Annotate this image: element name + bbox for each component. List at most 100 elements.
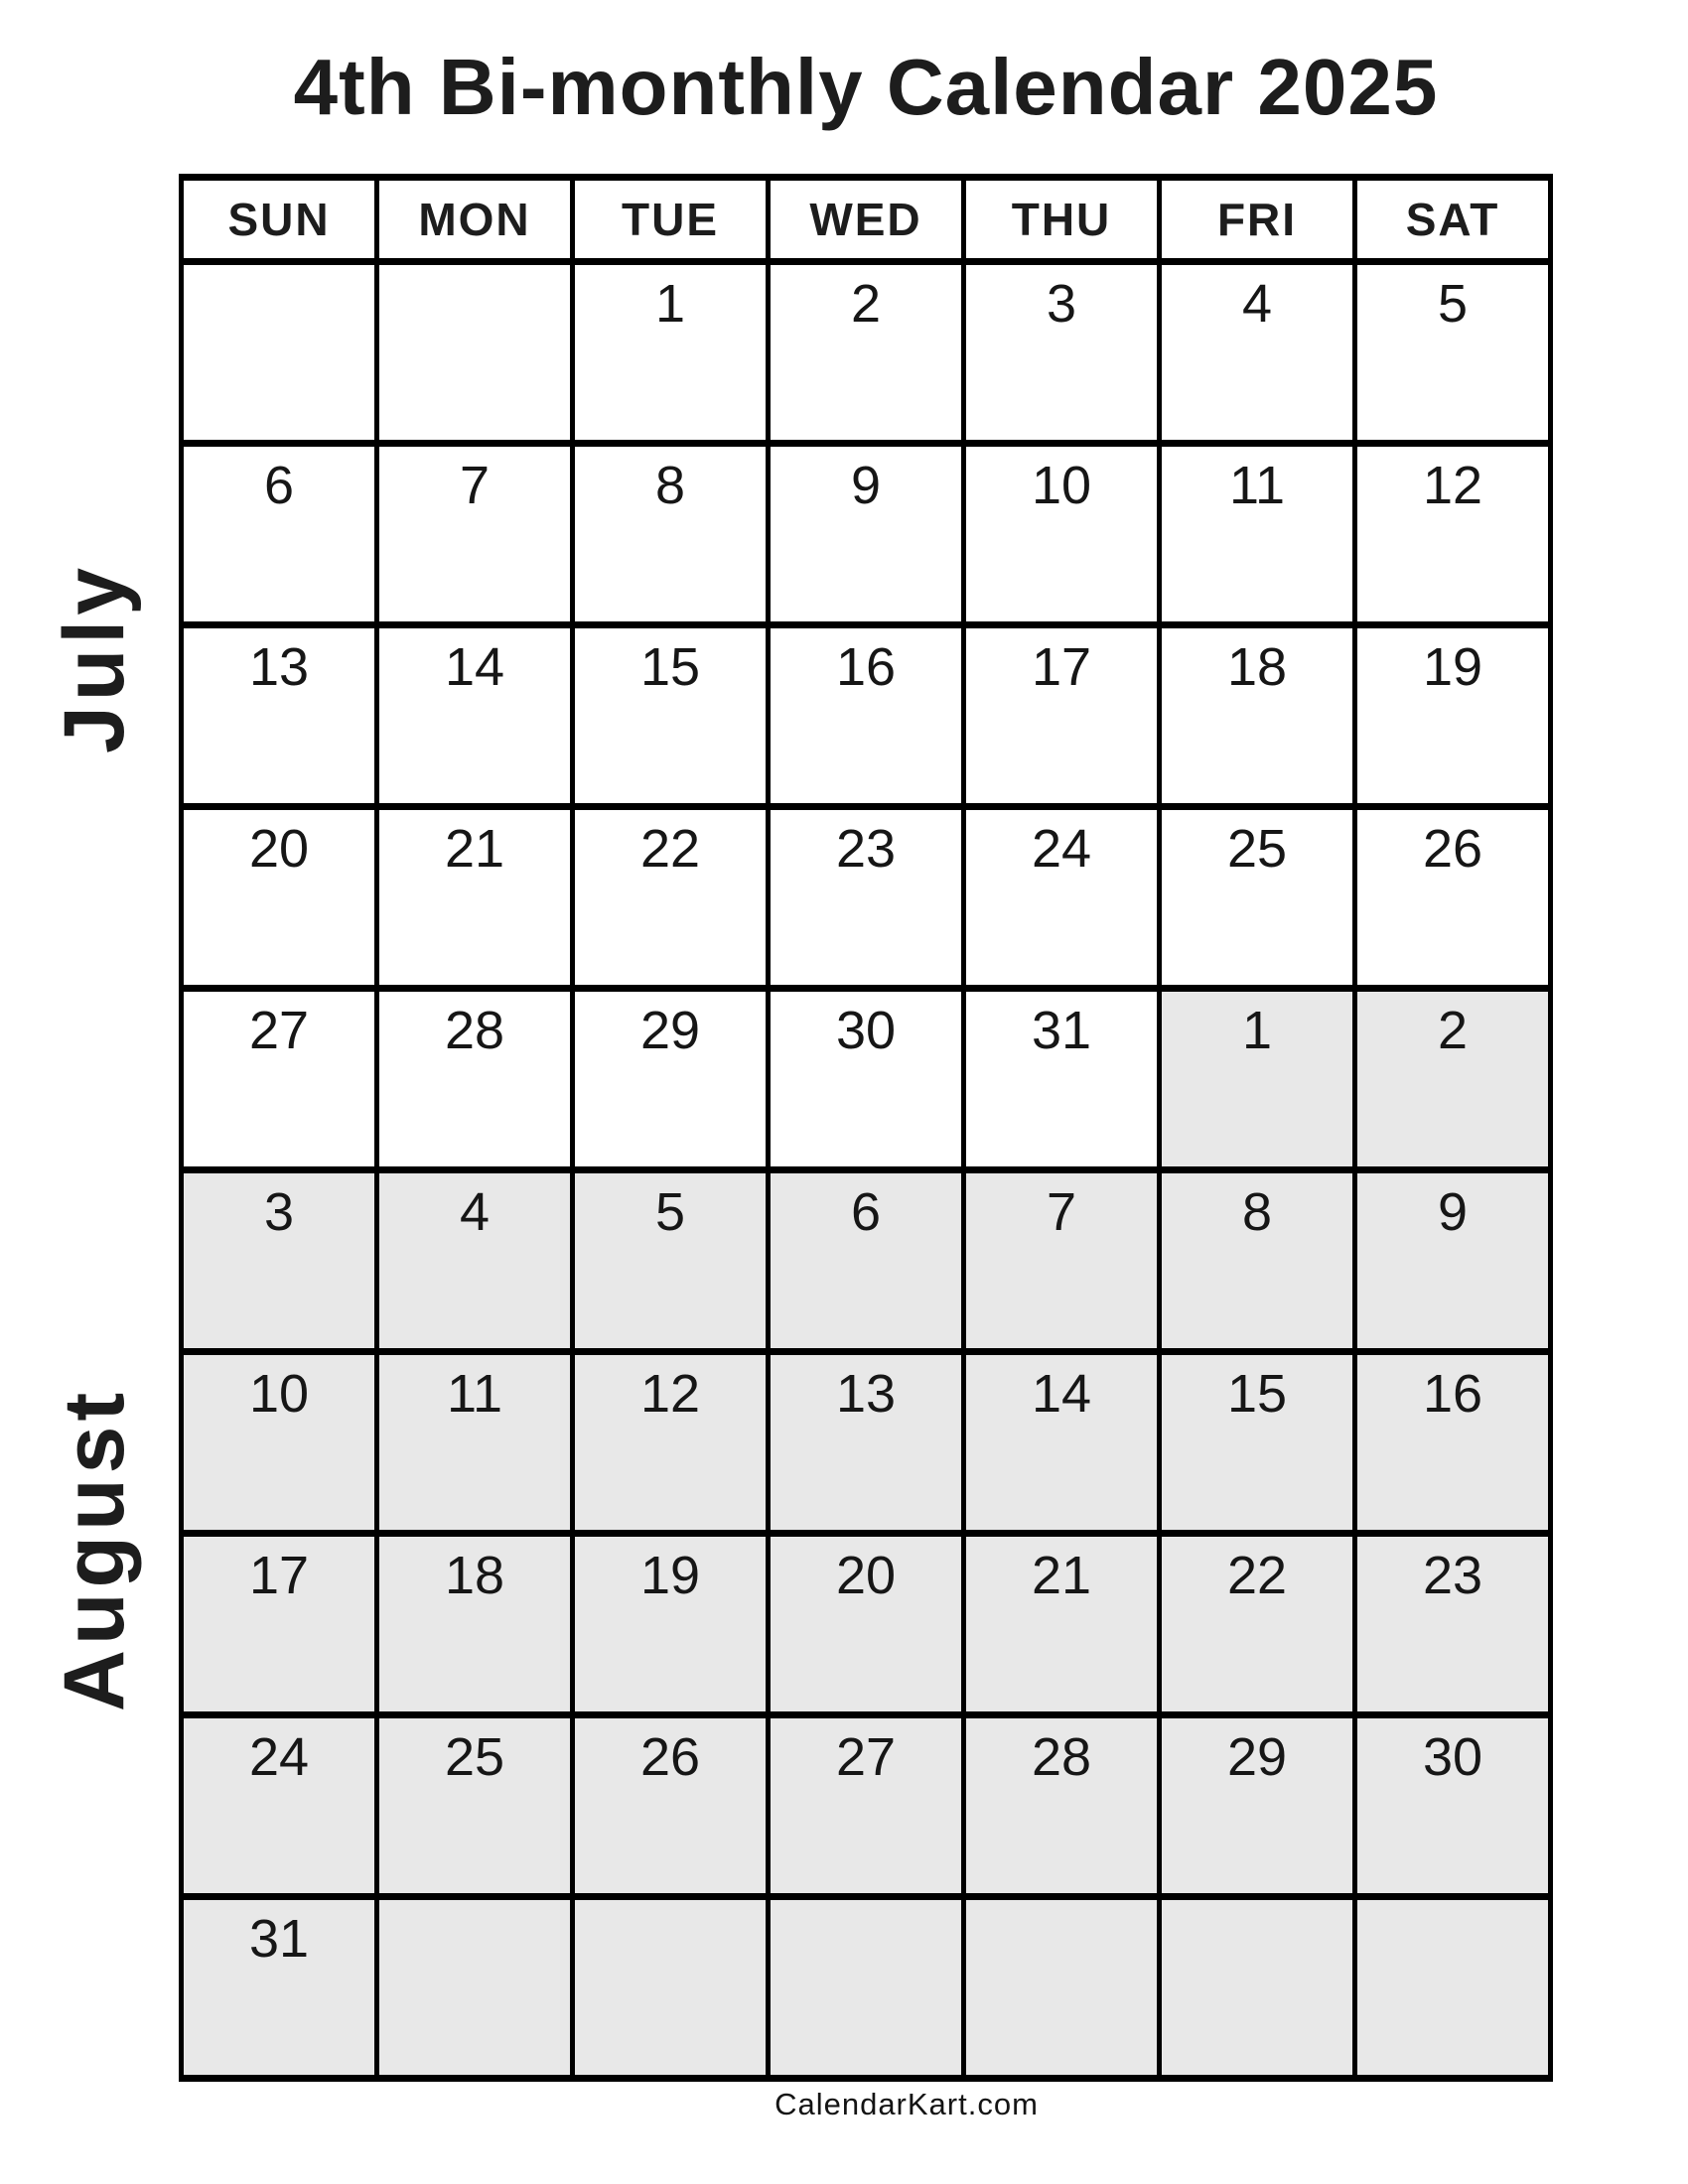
day-number: 31 [1031, 1001, 1092, 1060]
day-cell-r3-c4: 16 [771, 628, 966, 810]
day-cell-r5-c4: 30 [771, 992, 966, 1173]
day-number: 15 [639, 637, 701, 697]
day-cell-r8-c7: 23 [1357, 1537, 1553, 1718]
day-cell-r3-c1: 13 [184, 628, 379, 810]
day-cell-r4-c3: 22 [575, 810, 771, 992]
day-cell-r10-c6 [1162, 1900, 1357, 2082]
day-cell-r4-c2: 21 [379, 810, 575, 992]
day-number: 2 [1437, 1001, 1469, 1060]
weekday-header-sun: SUN [184, 181, 379, 265]
day-cell-r2-c4: 9 [771, 447, 966, 628]
day-cell-r7-c1: 10 [184, 1355, 379, 1537]
day-cell-r1-c7: 5 [1357, 265, 1553, 447]
day-number: 10 [1031, 456, 1092, 515]
day-number: 20 [248, 819, 310, 879]
day-cell-r7-c5: 14 [966, 1355, 1162, 1537]
day-number: 9 [1437, 1182, 1469, 1242]
day-number: 19 [1422, 637, 1483, 697]
day-cell-r7-c4: 13 [771, 1355, 966, 1537]
weekday-header-sat: SAT [1357, 181, 1553, 265]
day-cell-r2-c6: 11 [1162, 447, 1357, 628]
footer-brand: CalendarKart.com [774, 2087, 1039, 2121]
day-number: 26 [639, 1727, 701, 1787]
day-cell-r5-c2: 28 [379, 992, 575, 1173]
day-cell-r10-c1: 31 [184, 1900, 379, 2082]
day-cell-r8-c4: 20 [771, 1537, 966, 1718]
day-cell-r1-c1 [184, 265, 379, 447]
day-number: 22 [639, 819, 701, 879]
day-cell-r9-c1: 24 [184, 1718, 379, 1900]
day-number: 28 [444, 1001, 505, 1060]
day-cell-r5-c3: 29 [575, 992, 771, 1173]
day-cell-r5-c7: 2 [1357, 992, 1553, 1173]
day-cell-r10-c4 [771, 1900, 966, 2082]
weekday-header-mon: MON [379, 181, 575, 265]
calendar-grid: SUN MON TUE WED THU FRI SAT 1 2 3 4 5 6 7 8 9 10 11 12 13 14… [179, 174, 1553, 2082]
day-cell-r7-c3: 12 [575, 1355, 771, 1537]
day-number: 20 [835, 1546, 897, 1605]
day-cell-r7-c6: 15 [1162, 1355, 1357, 1537]
day-cell-r10-c2 [379, 1900, 575, 2082]
day-number: 7 [459, 456, 491, 515]
day-cell-r4-c1: 20 [184, 810, 379, 992]
day-cell-r1-c4: 2 [771, 265, 966, 447]
day-cell-r4-c4: 23 [771, 810, 966, 992]
day-number: 18 [444, 1546, 505, 1605]
day-number: 14 [1031, 1364, 1092, 1424]
day-cell-r1-c6: 4 [1162, 265, 1357, 447]
day-number: 8 [1241, 1182, 1273, 1242]
day-cell-r8-c5: 21 [966, 1537, 1162, 1718]
weekday-header-tue: TUE [575, 181, 771, 265]
day-number: 15 [1226, 1364, 1288, 1424]
day-cell-r9-c4: 27 [771, 1718, 966, 1900]
day-number: 10 [248, 1364, 310, 1424]
day-number: 23 [1422, 1546, 1483, 1605]
day-number: 13 [248, 637, 310, 697]
day-cell-r6-c1: 3 [184, 1173, 379, 1355]
day-number: 29 [1226, 1727, 1288, 1787]
day-cell-r6-c3: 5 [575, 1173, 771, 1355]
day-number: 23 [835, 819, 897, 879]
day-number: 1 [654, 274, 686, 334]
day-number: 13 [835, 1364, 897, 1424]
day-number: 25 [1226, 819, 1288, 879]
weekday-header-thu: THU [966, 181, 1162, 265]
day-cell-r6-c6: 8 [1162, 1173, 1357, 1355]
weekday-header-fri: FRI [1162, 181, 1357, 265]
day-cell-r4-c7: 26 [1357, 810, 1553, 992]
day-number: 30 [835, 1001, 897, 1060]
month-label-july: July [47, 562, 142, 754]
day-number: 19 [639, 1546, 701, 1605]
day-number: 26 [1422, 819, 1483, 879]
day-number: 17 [1031, 637, 1092, 697]
day-number: 28 [1031, 1727, 1092, 1787]
day-number: 4 [1241, 274, 1273, 334]
day-cell-r3-c7: 19 [1357, 628, 1553, 810]
day-number: 24 [1031, 819, 1092, 879]
day-number: 17 [248, 1546, 310, 1605]
day-cell-r3-c3: 15 [575, 628, 771, 810]
day-number: 29 [639, 1001, 701, 1060]
day-cell-r10-c3 [575, 1900, 771, 2082]
day-number: 3 [263, 1182, 295, 1242]
day-number: 11 [1228, 456, 1286, 515]
day-number: 21 [444, 819, 505, 879]
day-cell-r10-c7 [1357, 1900, 1553, 2082]
day-cell-r2-c1: 6 [184, 447, 379, 628]
day-cell-r8-c1: 17 [184, 1537, 379, 1718]
day-number: 6 [263, 456, 295, 515]
day-cell-r4-c5: 24 [966, 810, 1162, 992]
day-number: 6 [850, 1182, 882, 1242]
day-cell-r2-c2: 7 [379, 447, 575, 628]
day-cell-r4-c6: 25 [1162, 810, 1357, 992]
day-cell-r10-c5 [966, 1900, 1162, 2082]
day-number: 16 [1422, 1364, 1483, 1424]
day-cell-r9-c2: 25 [379, 1718, 575, 1900]
day-number: 4 [459, 1182, 491, 1242]
day-number: 25 [444, 1727, 505, 1787]
day-cell-r8-c2: 18 [379, 1537, 575, 1718]
day-number: 21 [1031, 1546, 1092, 1605]
day-cell-r1-c3: 1 [575, 265, 771, 447]
day-cell-r9-c3: 26 [575, 1718, 771, 1900]
